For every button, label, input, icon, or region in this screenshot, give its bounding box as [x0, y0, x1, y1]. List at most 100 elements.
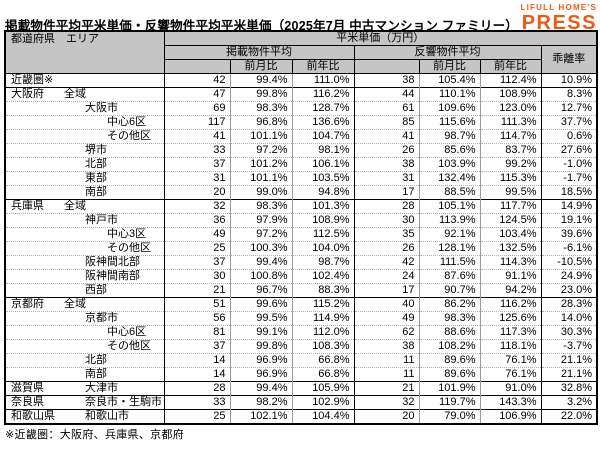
- inquiry-avg-value: 49: [353, 311, 419, 326]
- divergence-value: 21.1%: [540, 367, 598, 382]
- inquiry-yoy-value: 103.4%: [479, 227, 541, 242]
- divergence-value: 19.1%: [540, 213, 598, 228]
- region-cell: 阪神間南部: [5, 269, 164, 284]
- table-row: 阪神間南部 30 100.8% 102.4% 24 87.6% 91.1% 24.9%: [5, 269, 598, 284]
- region-cell: 奈良県 奈良市・生駒市: [5, 395, 164, 410]
- inquiry-mom-value: 89.6%: [418, 353, 480, 368]
- prefecture-label: 滋賀県: [11, 382, 44, 395]
- prefecture-label: 京都府: [11, 298, 44, 311]
- inquiry-avg-value: 85: [353, 115, 419, 130]
- inquiry-yoy-value: 108.9%: [479, 87, 541, 102]
- area-label: その他区: [107, 242, 151, 255]
- listed-yoy-value: 112.0%: [291, 325, 354, 340]
- header-region: 都道府県 エリア: [4, 30, 165, 74]
- inquiry-mom-value: 109.6%: [418, 101, 480, 116]
- listed-yoy-value: 101.3%: [291, 199, 354, 214]
- listed-mom-value: 100.3%: [229, 241, 292, 256]
- region-cell: 南部: [5, 185, 164, 200]
- table-row: 大阪府 全域 47 99.8% 116.2% 44 110.1% 108.9% 8.3%: [5, 87, 598, 102]
- prefecture-label: 兵庫県: [11, 200, 44, 213]
- table-row: 中心6区 81 99.1% 112.0% 62 88.6% 117.3% 30.3%: [5, 325, 598, 340]
- inquiry-yoy-value: 115.3%: [479, 171, 541, 186]
- inquiry-avg-value: 17: [353, 283, 419, 298]
- listed-avg-value: 37: [163, 255, 230, 270]
- region-cell: 中心6区: [5, 325, 164, 340]
- inquiry-yoy-value: 76.1%: [479, 367, 541, 382]
- prefecture-label: 近畿圏※: [11, 74, 54, 87]
- inquiry-mom-value: 86.2%: [418, 297, 480, 312]
- divergence-value: 32.8%: [540, 381, 598, 396]
- header-divergence: 乖離率: [540, 45, 598, 74]
- listed-yoy-value: 102.9%: [291, 395, 354, 410]
- listed-avg-value: 42: [163, 73, 230, 88]
- listed-mom-value: 98.2%: [229, 395, 292, 410]
- listed-mom-value: 101.1%: [229, 129, 292, 144]
- area-label: 中心6区: [107, 116, 147, 129]
- table-row: 北部 37 101.2% 106.1% 38 103.9% 99.2% -1.0%: [5, 157, 598, 172]
- divergence-value: 23.0%: [540, 283, 598, 298]
- listed-avg-value: 117: [163, 115, 230, 130]
- table-row: 南部 14 96.9% 66.8% 11 89.6% 76.1% 21.1%: [5, 367, 598, 382]
- inquiry-yoy-value: 118.1%: [479, 339, 541, 354]
- area-label: その他区: [107, 130, 151, 143]
- listed-yoy-value: 106.1%: [291, 157, 354, 172]
- listed-yoy-value: 116.2%: [291, 87, 354, 102]
- table-row: 南部 20 99.0% 94.8% 17 88.5% 99.5% 18.5%: [5, 185, 598, 200]
- inquiry-yoy-value: 116.2%: [479, 297, 541, 312]
- inquiry-avg-value: 17: [353, 185, 419, 200]
- region-cell: 南部: [5, 367, 164, 382]
- area-label: 大津市: [85, 382, 118, 395]
- table-row: 滋賀県 大津市 28 99.4% 105.9% 21 101.9% 91.0% 32.8%: [5, 381, 598, 396]
- region-cell: 兵庫県 全域: [5, 199, 164, 214]
- listed-avg-value: 49: [163, 227, 230, 242]
- page-title: 掲載物件平均平米単価・反響物件平均平米単価（2025年7月 中古マンション ファ…: [5, 19, 519, 33]
- inquiry-avg-value: 38: [353, 73, 419, 88]
- table-row: 東部 31 101.1% 103.5% 31 132.4% 115.3% -1.7%: [5, 171, 598, 186]
- inquiry-mom-value: 128.1%: [418, 241, 480, 256]
- listed-yoy-value: 98.1%: [291, 143, 354, 158]
- region-cell: 近畿圏※: [5, 73, 164, 88]
- table-row: 堺市 33 97.2% 98.1% 26 85.6% 83.7% 27.6%: [5, 143, 598, 158]
- footnote: ※近畿圏：大阪府、兵庫県、京都府: [5, 429, 185, 441]
- region-cell: 阪神間北部: [5, 255, 164, 270]
- region-cell: 神戸市: [5, 213, 164, 228]
- divergence-value: -1.7%: [540, 171, 598, 186]
- divergence-value: 10.9%: [540, 73, 598, 88]
- divergence-value: -6.1%: [540, 241, 598, 256]
- inquiry-mom-value: 132.4%: [418, 171, 480, 186]
- listed-mom-value: 101.1%: [229, 171, 292, 186]
- region-cell: 滋賀県 大津市: [5, 381, 164, 396]
- area-label: 神戸市: [85, 214, 118, 227]
- divergence-value: 27.6%: [540, 143, 598, 158]
- inquiry-avg-value: 26: [353, 241, 419, 256]
- inquiry-mom-value: 113.9%: [418, 213, 480, 228]
- inquiry-yoy-value: 124.5%: [479, 213, 541, 228]
- listed-mom-value: 99.8%: [229, 87, 292, 102]
- listed-avg-value: 20: [163, 185, 230, 200]
- listed-yoy-value: 104.7%: [291, 129, 354, 144]
- area-label: 南部: [85, 186, 107, 199]
- region-cell: 大阪市: [5, 101, 164, 116]
- price-table: 都道府県 エリア 平米単価（万円） 掲載物件平均 反響物件平均 乖離率 前月比 …: [4, 30, 599, 425]
- region-cell: 和歌山県 和歌山市: [5, 409, 164, 424]
- header-inquiry-group: 反響物件平均: [353, 45, 542, 60]
- divergence-value: 28.3%: [540, 297, 598, 312]
- region-cell: その他区: [5, 241, 164, 256]
- table-row: その他区 25 100.3% 104.0% 26 128.1% 132.5% -6.1%: [5, 241, 598, 256]
- table-row: 兵庫県 全域 32 98.3% 101.3% 28 105.1% 117.7% 14.9%: [5, 199, 598, 214]
- listed-mom-value: 97.9%: [229, 213, 292, 228]
- area-label: 全域: [64, 200, 86, 213]
- divergence-value: -10.5%: [540, 255, 598, 270]
- listed-avg-value: 14: [163, 353, 230, 368]
- listed-avg-value: 25: [163, 241, 230, 256]
- region-cell: 京都市: [5, 311, 164, 326]
- inquiry-mom-value: 111.5%: [418, 255, 480, 270]
- inquiry-mom-value: 98.3%: [418, 311, 480, 326]
- region-cell: その他区: [5, 129, 164, 144]
- inquiry-avg-value: 20: [353, 409, 419, 424]
- listed-mom-value: 97.2%: [229, 143, 292, 158]
- inquiry-avg-value: 21: [353, 381, 419, 396]
- listed-yoy-value: 66.8%: [291, 353, 354, 368]
- table-row: 北部 14 96.9% 66.8% 11 89.6% 76.1% 21.1%: [5, 353, 598, 368]
- listed-yoy-value: 112.5%: [291, 227, 354, 242]
